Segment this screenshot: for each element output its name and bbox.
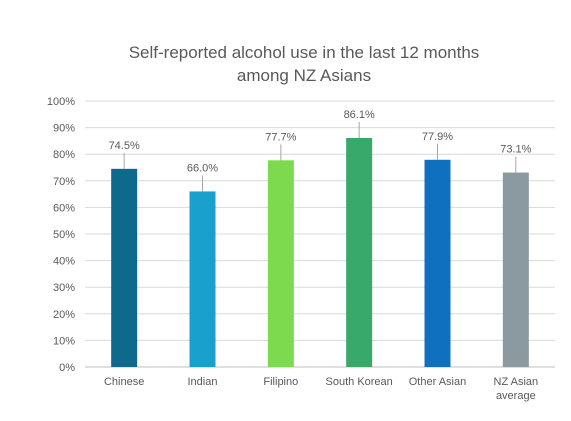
bar bbox=[111, 168, 138, 367]
x-axis-categories: Chinese Indian Filipino South Korean Other A… bbox=[104, 376, 538, 402]
data-label: 74.5% bbox=[109, 140, 140, 152]
category-label: Chinese bbox=[104, 376, 144, 388]
data-label: 77.7% bbox=[265, 131, 296, 143]
bar bbox=[502, 172, 529, 367]
category-label: Indian bbox=[188, 376, 218, 388]
bars bbox=[111, 137, 529, 367]
data-label: 66.0% bbox=[187, 162, 218, 174]
bar bbox=[189, 191, 216, 367]
y-tick-label: 60% bbox=[53, 202, 75, 214]
y-tick-label: 30% bbox=[53, 282, 75, 294]
y-tick-label: 100% bbox=[47, 96, 75, 108]
category-label: NZ Asian bbox=[494, 376, 539, 388]
data-label: 73.1% bbox=[500, 144, 531, 156]
bar bbox=[346, 137, 373, 367]
data-label: 77.9% bbox=[422, 131, 453, 143]
bar bbox=[267, 160, 294, 367]
chart-title-line-2: among NZ Asians bbox=[237, 66, 371, 85]
category-label: Other Asian bbox=[409, 376, 466, 388]
y-tick-label: 40% bbox=[53, 256, 75, 268]
y-tick-label: 80% bbox=[53, 149, 75, 161]
category-label: South Korean bbox=[326, 376, 393, 388]
y-tick-label: 50% bbox=[53, 229, 75, 241]
y-tick-label: 0% bbox=[59, 362, 75, 374]
chart-title-line-1: Self-reported alcohol use in the last 12… bbox=[129, 43, 480, 62]
data-labels: 74.5% 66.0% 77.7% 86.1% 77.9% 73.1% bbox=[109, 109, 532, 192]
category-label: Filipino bbox=[263, 376, 298, 388]
gridlines bbox=[85, 100, 555, 368]
y-tick-label: 90% bbox=[53, 123, 75, 135]
bar bbox=[424, 159, 451, 367]
y-tick-label: 20% bbox=[53, 309, 75, 321]
y-axis-ticks: 0% 10% 20% 30% 40% 50% 60% 70% 80% 90% 100% bbox=[47, 96, 75, 374]
category-label: average bbox=[496, 390, 536, 402]
y-tick-label: 70% bbox=[53, 176, 75, 188]
data-label: 86.1% bbox=[344, 109, 375, 121]
y-tick-label: 10% bbox=[53, 335, 75, 347]
